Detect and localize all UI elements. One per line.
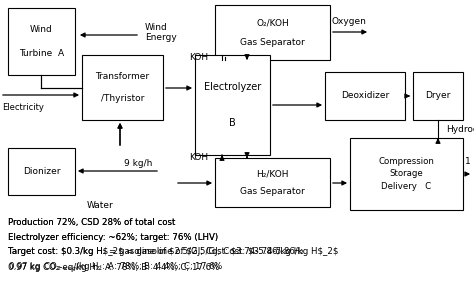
Text: Oxygen: Oxygen [332,18,367,27]
Text: Electrolyzer efficiency: ~62%; target: 76% (LHV): Electrolyzer efficiency: ~62%; target: 7… [8,233,218,242]
Text: Gas Separator: Gas Separator [240,38,305,47]
Text: Gas Separator: Gas Separator [240,187,305,196]
Text: H₂/KOH: H₂/KOH [256,169,289,178]
Text: Transformer: Transformer [95,72,150,81]
Bar [413,72,463,120]
Bar [8,8,75,75]
Text: Deoxidizer: Deoxidizer [341,92,389,101]
Text: Production 72%, CSD 28% of total cost: Production 72%, CSD 28% of total cost [8,217,175,226]
Text: Delivery   C: Delivery C [382,182,431,191]
Text: Water: Water [87,201,113,210]
Text: Storage: Storage [390,169,423,178]
Text: Energy: Energy [145,34,177,43]
Text: Dionizer: Dionizer [23,167,60,176]
Text: Turbine  A: Turbine A [19,49,64,58]
Text: B: B [229,117,236,127]
Bar [325,72,405,120]
Text: Dryer: Dryer [425,92,451,101]
Bar [82,55,163,120]
Text: Electricity: Electricity [2,104,44,113]
Text: Compression: Compression [379,157,435,166]
Text: Target cost: $0.3/kg H₂ = gasoline of $2.5/GJ; Cost: $3.74-5.86/kg H₂: Target cost: $0.3/kg H₂ = gasoline of $2… [8,248,304,256]
Text: 0.97 kg CO₂-eq/kg H₂: A: 78%; B: 4.4%; C; 17.6%: 0.97 kg CO₂-eq/kg H₂: A: 78%; B: 4.4%; C… [8,262,219,271]
Text: Production 72%, CSD 28% of total cost: Production 72%, CSD 28% of total cost [8,217,175,226]
Text: Target cost: $0.3/kg H$_2$ = gasoline of $2.5/GJ; Cost: $3.74-5.86/kg H$_2$: Target cost: $0.3/kg H$_2$ = gasoline of… [8,248,338,256]
Text: O₂/KOH: O₂/KOH [256,18,289,27]
Bar [215,158,330,207]
Text: KOH: KOH [189,53,208,63]
Text: Hydrogen: Hydrogen [446,126,474,134]
Text: KOH: KOH [189,153,208,162]
Text: /Thyristor: /Thyristor [101,94,144,103]
Bar [350,138,463,210]
Text: 9 kg/h: 9 kg/h [124,159,152,168]
Bar [215,5,330,60]
Text: 1 kg/h: 1 kg/h [465,158,474,166]
Text: Electrolyzer efficiency: ~62%; target: 76% (LHV): Electrolyzer efficiency: ~62%; target: 7… [8,233,218,242]
Text: Wind: Wind [30,25,53,34]
Text: 0.97 kg CO$_{2-eq}$/kg H$_2$: A: 78%; B: 4.4%; C; 17.6%: 0.97 kg CO$_{2-eq}$/kg H$_2$: A: 78%; B:… [8,260,224,274]
Bar [195,55,270,155]
Text: Electrolyzer: Electrolyzer [204,82,261,92]
Bar [8,148,75,195]
Text: Wind: Wind [145,24,168,33]
